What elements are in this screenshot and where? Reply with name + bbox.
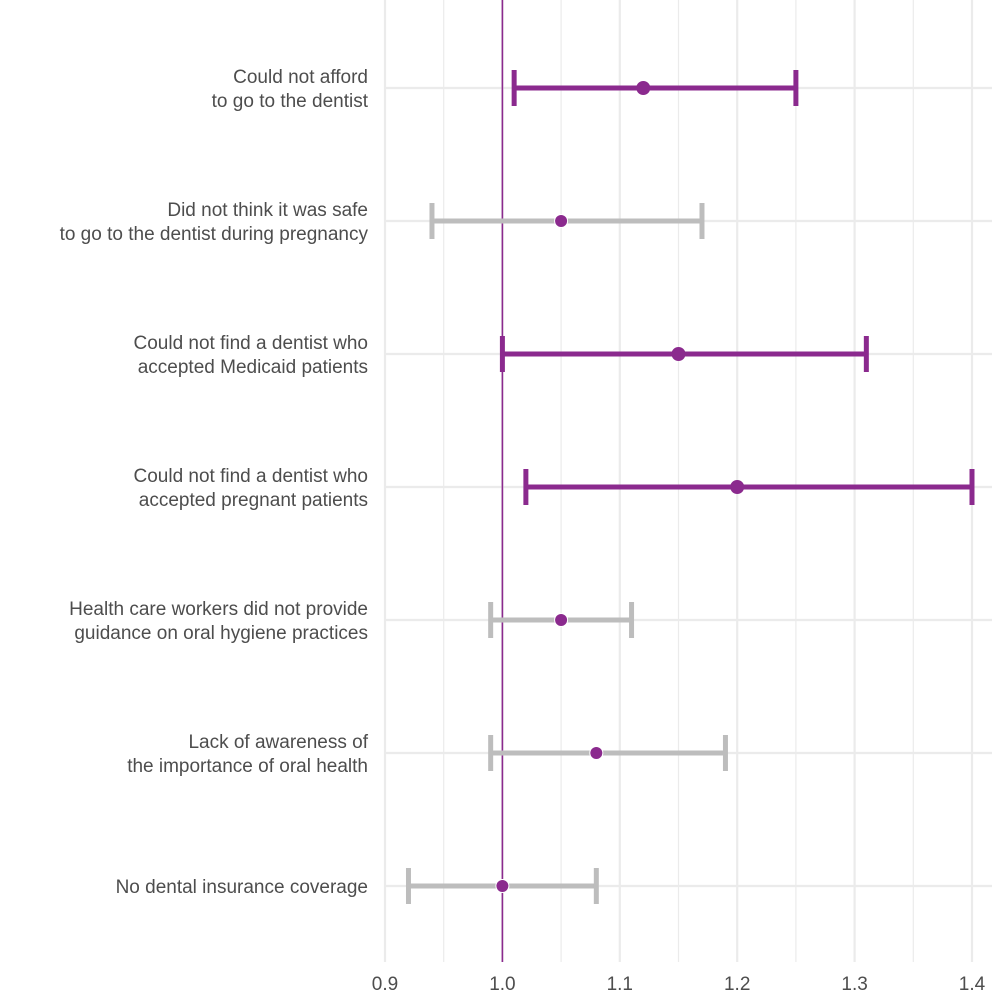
category-label-line: to go to the dentist during pregnancy	[60, 224, 369, 245]
point-estimate	[555, 614, 568, 627]
category-label-line: Could not afford	[233, 67, 368, 88]
x-tick-label: 1.4	[959, 974, 986, 995]
category-label-line: Lack of awareness of	[188, 732, 368, 753]
point-estimate	[496, 880, 509, 893]
category-label-line: Health care workers did not provide	[69, 599, 368, 620]
category-label-line: guidance on oral hygiene practices	[74, 623, 368, 644]
category-label-line: accepted Medicaid patients	[138, 357, 368, 378]
point-estimate	[672, 348, 685, 361]
category-label: Did not think it was safe to go to the de…	[60, 200, 369, 245]
x-axis-tick-labels: 0.9 1.0 1.1 1.2 1.3 1.4	[372, 974, 986, 995]
category-label-line: No dental insurance coverage	[116, 877, 368, 898]
category-label-line: accepted pregnant patients	[139, 490, 368, 511]
category-label-line: Could not find a dentist who	[134, 333, 369, 354]
category-labels: Could not afford to go to the dentist Did …	[60, 67, 369, 898]
x-tick-label: 1.0	[489, 974, 515, 995]
x-tick-label: 1.3	[841, 974, 867, 995]
category-label: Could not afford to go to the dentist	[212, 67, 369, 112]
point-estimate	[590, 747, 603, 760]
category-label: Lack of awareness of the importance of or…	[127, 732, 369, 777]
category-label: No dental insurance coverage	[116, 877, 368, 898]
category-label-line: Did not think it was safe	[167, 200, 368, 221]
category-label: Could not find a dentist who accepted pre…	[134, 466, 369, 511]
x-tick-label: 0.9	[372, 974, 398, 995]
minor-gridlines	[444, 0, 914, 962]
category-label-line: the importance of oral health	[127, 756, 368, 777]
category-label-line: to go to the dentist	[212, 91, 369, 112]
x-tick-label: 1.1	[607, 974, 633, 995]
point-estimate	[555, 215, 568, 228]
category-label: Could not find a dentist who accepted Med…	[134, 333, 369, 378]
x-tick-label: 1.2	[724, 974, 750, 995]
point-estimate	[637, 82, 650, 95]
point-estimate	[731, 481, 744, 494]
category-label: Health care workers did not provide guida…	[69, 599, 368, 644]
category-label-line: Could not find a dentist who	[134, 466, 369, 487]
